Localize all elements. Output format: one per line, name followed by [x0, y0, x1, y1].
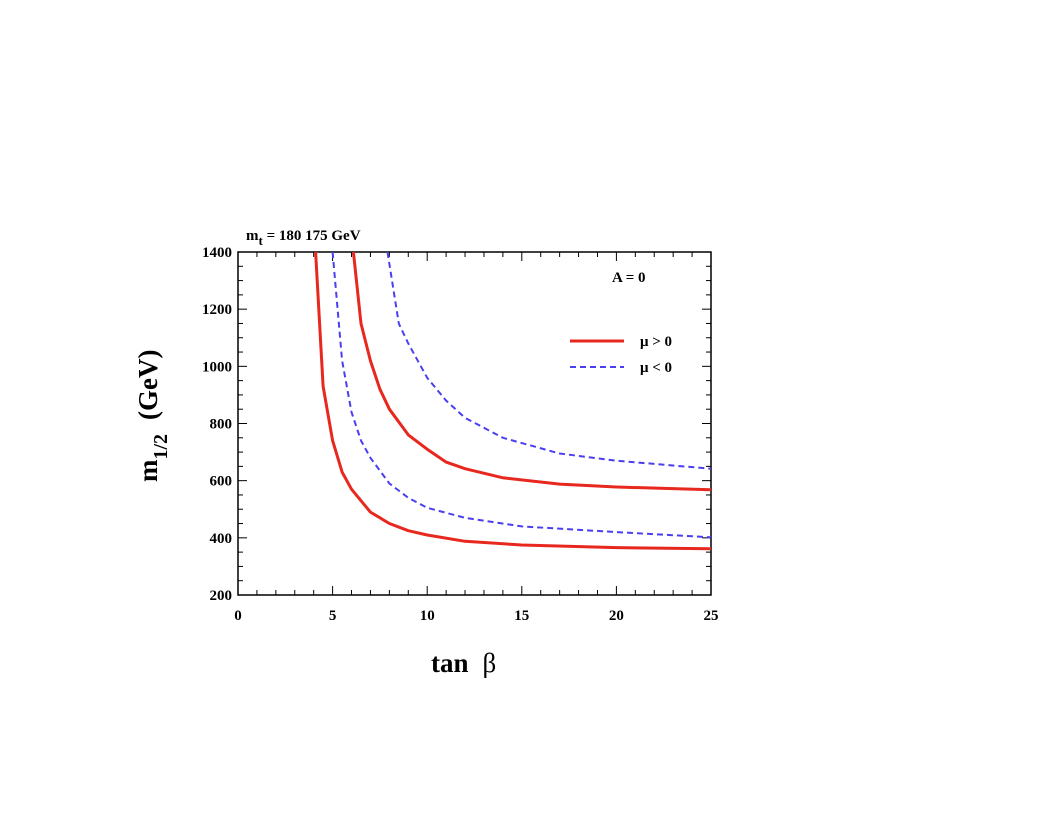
x-tick-label: 25 [704, 608, 719, 624]
annotation-a0: A = 0 [612, 270, 646, 286]
x-axis-title-main: tan [431, 648, 469, 678]
x-tick-labels: 0 5 10 15 20 25 [234, 608, 718, 624]
y-tick-label: 200 [210, 588, 233, 604]
series-line-4 [386, 251, 712, 470]
y-tick-label: 800 [210, 417, 233, 433]
series-line-1 [314, 251, 712, 551]
x-axis-title-symbol: β [483, 648, 497, 678]
x-tick-label: 5 [329, 608, 337, 624]
x-tick-label: 0 [234, 608, 242, 624]
y-tick-labels: 200 400 600 800 1000 1200 1400 [202, 245, 232, 604]
y-tick-label: 1200 [202, 302, 232, 318]
y-axis-title-main: m [133, 459, 163, 482]
y-tick-label: 1000 [202, 359, 232, 375]
series-line-3 [351, 251, 712, 492]
axis-ticks [237, 251, 712, 596]
chart-title-rest: = 180 175 GeV [263, 228, 361, 244]
chart-title: mt = 180 175 GeV [246, 228, 361, 248]
x-axis-title: tan β [431, 648, 496, 678]
legend: μ > 0 μ < 0 [570, 334, 672, 376]
legend-label-mu-positive: μ > 0 [640, 334, 672, 350]
plot-frame [237, 251, 712, 596]
x-tick-label: 15 [514, 608, 529, 624]
y-axis-title-rest: (GeV) [133, 349, 163, 419]
y-axis-title: m1/2 (GeV) [133, 349, 172, 482]
series-line-2 [331, 251, 712, 539]
chart-title-sub: t [259, 233, 264, 248]
chart-title-main: m [246, 228, 259, 244]
y-tick-label: 1400 [202, 245, 232, 261]
y-axis-title-sub: 1/2 [150, 434, 172, 460]
x-tick-label: 20 [609, 608, 624, 624]
y-tick-label: 400 [210, 531, 233, 547]
y-tick-label: 600 [210, 474, 233, 490]
series-group [314, 251, 712, 551]
legend-label-mu-negative: μ < 0 [640, 360, 672, 376]
x-tick-label: 10 [420, 608, 435, 624]
